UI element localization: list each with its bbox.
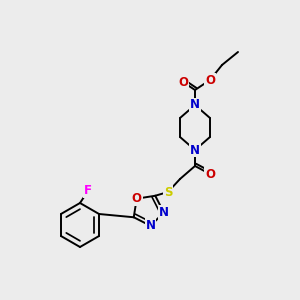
Text: N: N	[146, 219, 155, 232]
Text: O: O	[205, 167, 215, 181]
Text: O: O	[178, 76, 188, 88]
Text: N: N	[159, 206, 169, 219]
Text: N: N	[190, 98, 200, 112]
Text: O: O	[205, 74, 215, 86]
Text: O: O	[132, 192, 142, 205]
Text: N: N	[190, 143, 200, 157]
Text: S: S	[164, 185, 172, 199]
Text: F: F	[84, 184, 92, 197]
